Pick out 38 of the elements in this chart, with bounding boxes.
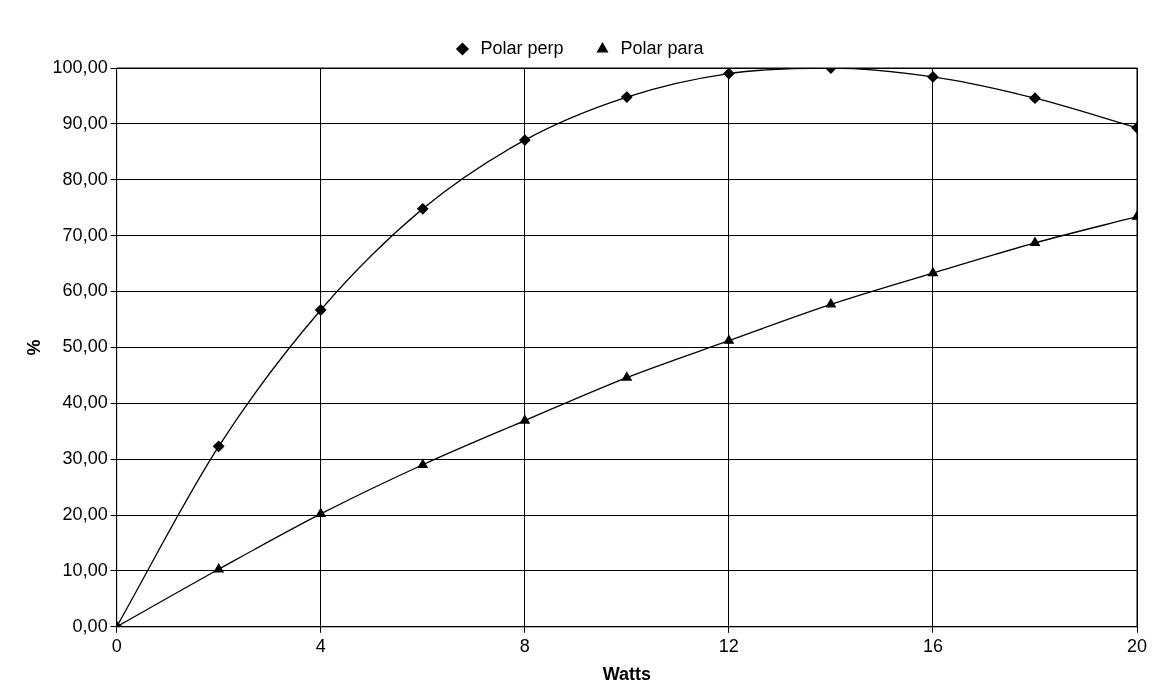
point [825, 298, 836, 308]
point [927, 267, 938, 277]
y-tick-label: 90,00 [62, 112, 108, 133]
point [417, 459, 428, 468]
y-tick-label: 100,00 [52, 56, 108, 77]
point [213, 563, 224, 573]
y-tick-label: 70,00 [62, 224, 108, 245]
point [621, 91, 633, 103]
legend-label: Polar para [620, 37, 705, 58]
x-tick-label: 0 [111, 635, 122, 656]
y-tick-label: 40,00 [62, 392, 108, 413]
y-axis-title: % [23, 339, 44, 356]
y-tick-label: 30,00 [62, 448, 108, 469]
y-tick-label: 20,00 [62, 504, 108, 525]
point [927, 71, 939, 83]
y-tick-label: 10,00 [62, 559, 108, 580]
point [315, 508, 326, 518]
x-tick-label: 4 [315, 635, 326, 656]
x-axis-title: Watts [602, 664, 651, 685]
y-tick-label: 60,00 [62, 280, 108, 301]
x-tick-label: 12 [718, 635, 739, 656]
point [723, 335, 734, 344]
point [519, 414, 530, 424]
point [417, 203, 429, 215]
point [621, 371, 632, 381]
point [519, 134, 531, 146]
point [213, 440, 225, 452]
x-tick-label: 20 [1126, 635, 1148, 656]
x-tick-label: 16 [922, 635, 943, 656]
point [315, 304, 327, 316]
point [723, 68, 735, 80]
y-tick-label: 0,00 [72, 615, 108, 636]
y-tick-label: 80,00 [62, 168, 108, 189]
legend-label: Polar perp [480, 37, 564, 58]
point [1029, 237, 1040, 247]
x-tick-label: 8 [519, 635, 530, 656]
y-tick-label: 50,00 [62, 336, 108, 357]
point [1029, 92, 1041, 104]
